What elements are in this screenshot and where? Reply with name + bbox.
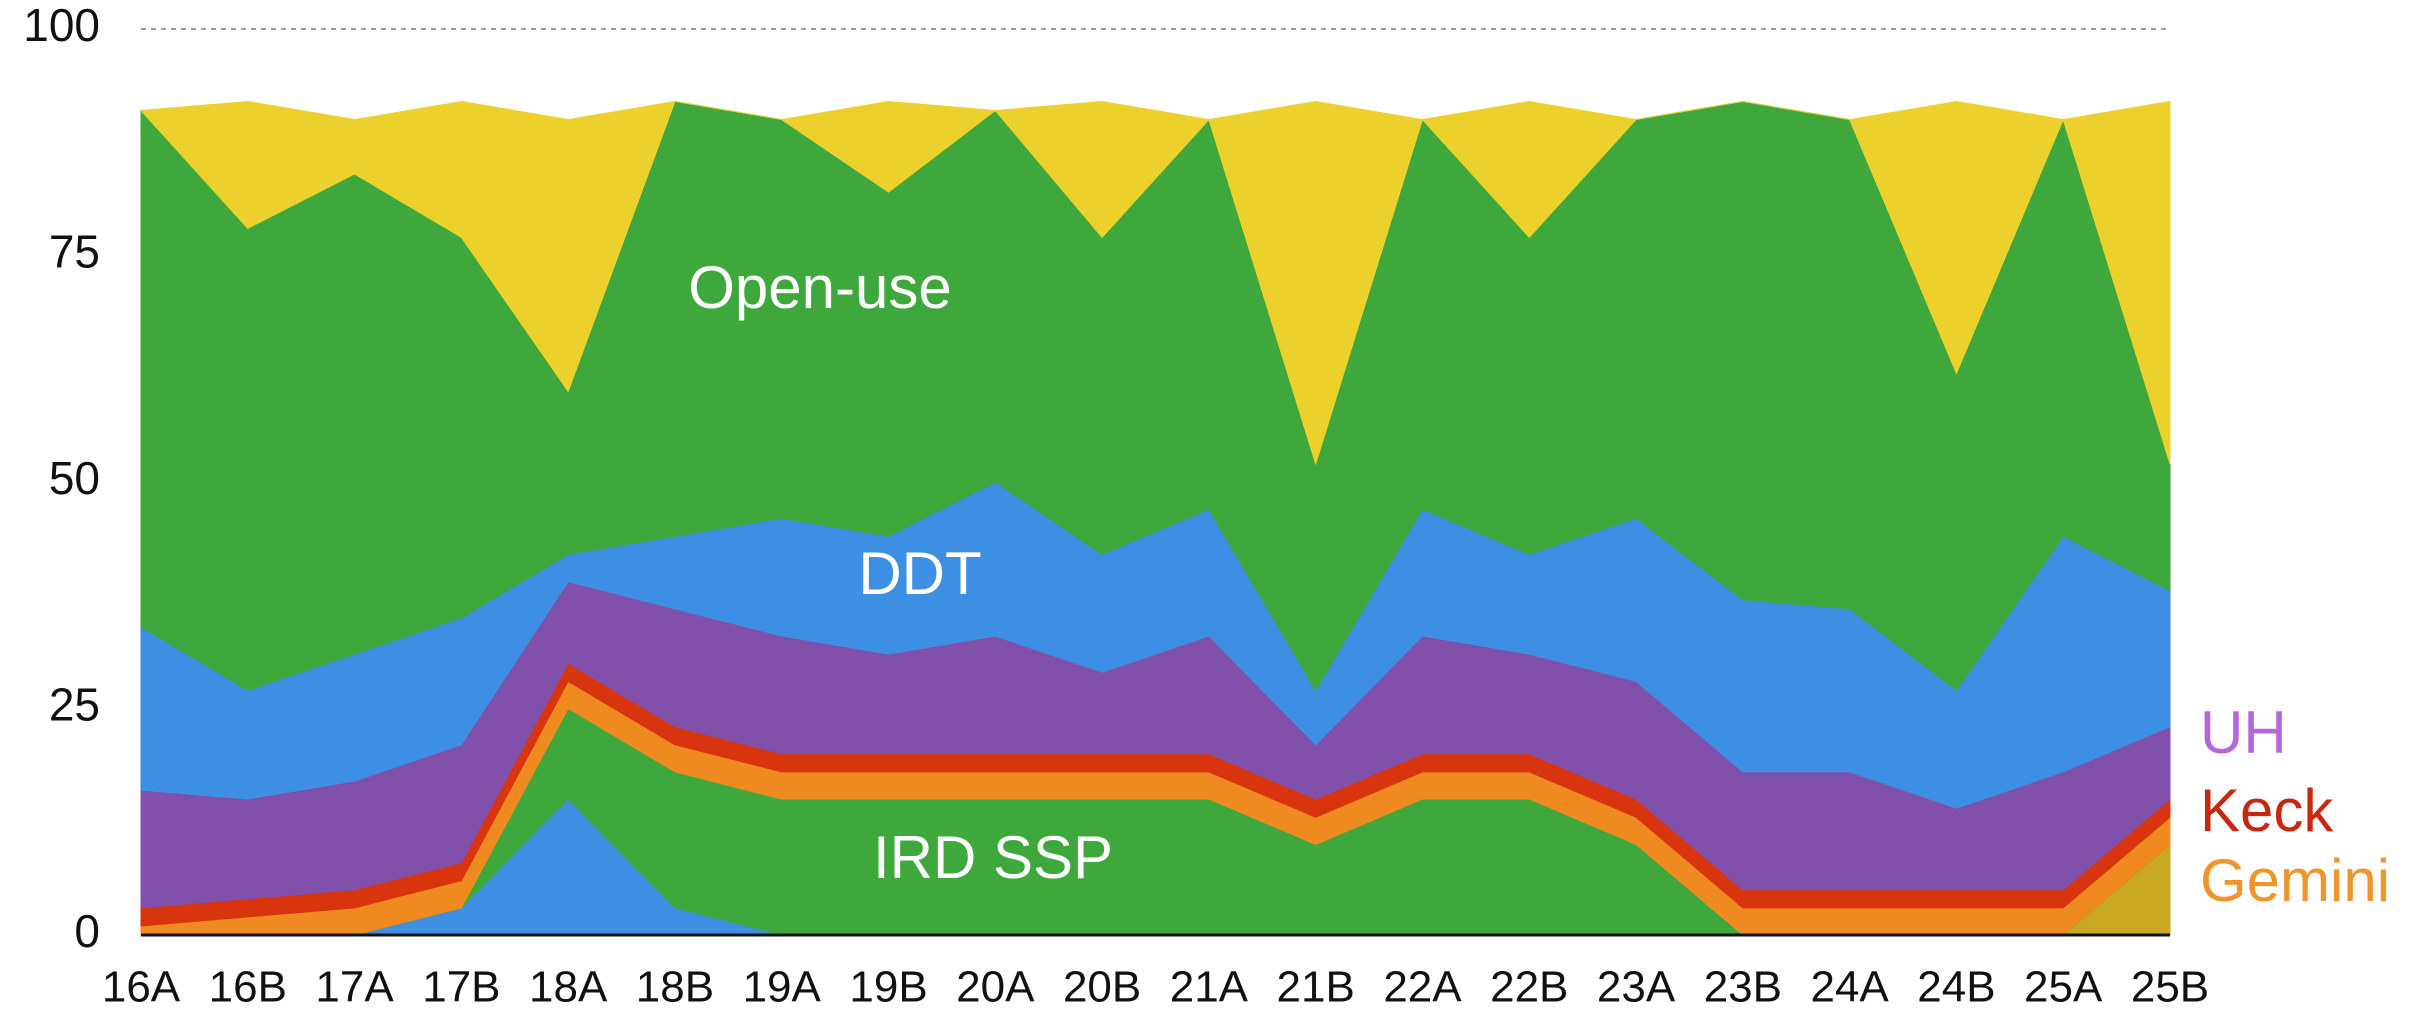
x-tick-label: 22A <box>1383 963 1462 1009</box>
x-tick-label: 17B <box>422 963 500 1009</box>
x-tick-label: 19A <box>743 963 822 1009</box>
y-tick-label: 75 <box>49 226 100 278</box>
legend-label: Keck <box>2200 777 2334 844</box>
x-tick-label: 22B <box>1490 963 1568 1009</box>
x-tick-label: 16B <box>209 963 287 1009</box>
x-tick-label: 25A <box>2024 963 2103 1009</box>
x-tick-label: 18B <box>636 963 714 1009</box>
series-label: Open-use <box>688 254 952 321</box>
y-tick-label: 0 <box>74 905 100 957</box>
legend-label: Gemini <box>2200 847 2390 914</box>
x-tick-label: 16A <box>102 963 181 1009</box>
x-tick-label: 19B <box>849 963 927 1009</box>
series-label: DDT <box>858 540 981 607</box>
x-tick-label: 23A <box>1597 963 1676 1009</box>
y-tick-label: 100 <box>23 0 100 51</box>
x-tick-label: 23B <box>1704 963 1782 1009</box>
y-tick-label: 50 <box>49 452 100 504</box>
x-tick-label: 20B <box>1063 963 1141 1009</box>
x-tick-label: 24A <box>1810 963 1889 1009</box>
x-tick-label: 21A <box>1170 963 1249 1009</box>
x-tick-label: 24B <box>1917 963 1995 1009</box>
legend-label: UH <box>2200 699 2287 766</box>
x-tick-label: 18A <box>529 963 608 1009</box>
x-tick-label: 17A <box>315 963 394 1009</box>
x-tick-label: 25B <box>2131 963 2209 1009</box>
x-tick-label: 20A <box>956 963 1035 1009</box>
y-tick-label: 25 <box>49 679 100 731</box>
area <box>139 100 2171 466</box>
series-label: IRD SSP <box>873 824 1113 891</box>
x-tick-label: 21B <box>1277 963 1355 1009</box>
